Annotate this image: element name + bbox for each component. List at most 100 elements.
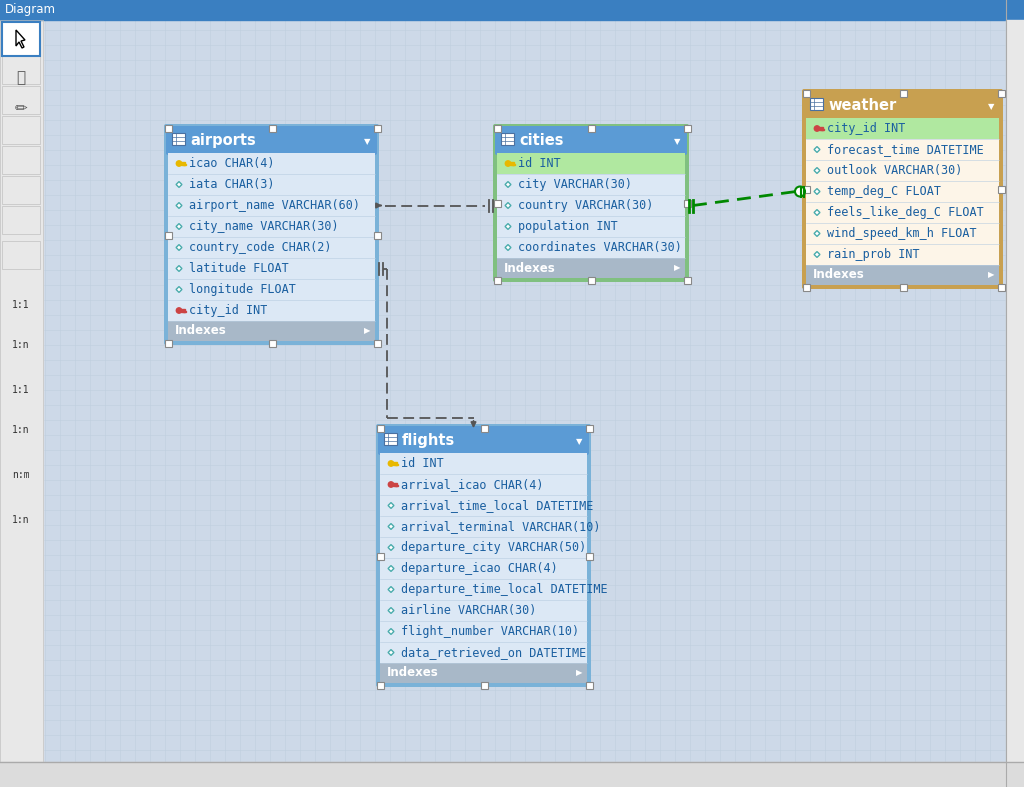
Bar [586, 552, 593, 560]
Polygon shape [814, 168, 820, 173]
Bar [588, 125, 595, 132]
Polygon shape [814, 189, 820, 194]
Bar [380, 453, 587, 474]
Bar [395, 485, 396, 486]
Bar [168, 216, 375, 237]
Text: forecast_time DATETIME: forecast_time DATETIME [827, 143, 984, 156]
Text: city_id INT: city_id INT [189, 304, 267, 317]
Bar [168, 195, 375, 216]
Bar [0, 762, 1024, 787]
Bar [172, 133, 185, 145]
Bar [374, 340, 381, 347]
Bar [0, 20, 43, 767]
Polygon shape [16, 30, 25, 48]
Text: arrival_time_local DATETIME: arrival_time_local DATETIME [401, 499, 593, 512]
Bar [819, 127, 823, 130]
Text: Indexes: Indexes [813, 268, 864, 282]
Text: city_id INT: city_id INT [827, 122, 905, 135]
Bar [168, 174, 375, 195]
Bar [380, 495, 587, 516]
Bar [183, 311, 184, 312]
Bar [998, 186, 1005, 193]
Polygon shape [388, 545, 394, 550]
Bar [497, 258, 685, 278]
Bar [2, 146, 40, 174]
Polygon shape [814, 231, 820, 236]
Text: temp_deg_C FLOAT: temp_deg_C FLOAT [827, 185, 941, 198]
Bar [480, 425, 487, 432]
Text: population INT: population INT [518, 220, 617, 233]
Text: ▼: ▼ [364, 137, 371, 146]
Polygon shape [505, 224, 511, 230]
Circle shape [505, 161, 511, 166]
Bar [822, 128, 823, 130]
Bar [806, 265, 999, 285]
Bar [806, 202, 999, 223]
Text: weather: weather [828, 98, 896, 113]
Bar [168, 237, 375, 258]
Bar [377, 682, 384, 689]
Bar [380, 474, 587, 495]
Bar [480, 682, 487, 689]
Polygon shape [388, 586, 394, 593]
Bar [2, 56, 40, 84]
Bar [899, 284, 906, 291]
Circle shape [176, 161, 181, 166]
Bar [684, 277, 691, 284]
Polygon shape [388, 566, 394, 571]
Bar [510, 162, 514, 164]
Bar [165, 125, 172, 132]
Polygon shape [388, 608, 394, 613]
Bar [497, 237, 685, 258]
Bar [494, 125, 501, 132]
Bar [998, 284, 1005, 291]
Bar [384, 433, 397, 445]
Bar [393, 463, 397, 464]
Bar [2, 116, 40, 144]
Bar [899, 90, 906, 97]
Bar [2, 86, 40, 114]
Text: data_retrieved_on DATETIME: data_retrieved_on DATETIME [401, 646, 587, 659]
Bar [0, 20, 43, 767]
Circle shape [388, 482, 393, 487]
Polygon shape [388, 629, 394, 634]
Text: ✋: ✋ [16, 71, 26, 86]
Polygon shape [176, 245, 182, 250]
Polygon shape [505, 202, 511, 209]
Circle shape [176, 308, 181, 313]
Bar [2, 206, 40, 234]
Bar [810, 98, 823, 110]
Bar [586, 682, 593, 689]
Text: longitude FLOAT: longitude FLOAT [189, 283, 296, 296]
Text: departure_city VARCHAR(50): departure_city VARCHAR(50) [401, 541, 587, 554]
Bar [380, 600, 587, 621]
Text: outlook VARCHAR(30): outlook VARCHAR(30) [827, 164, 963, 177]
Text: flight_number VARCHAR(10): flight_number VARCHAR(10) [401, 625, 580, 638]
Text: feels_like_deg_C FLOAT: feels_like_deg_C FLOAT [827, 206, 984, 219]
Text: ▶: ▶ [674, 264, 680, 272]
Text: 1:n: 1:n [12, 425, 30, 435]
Bar [380, 579, 587, 600]
Text: ▶: ▶ [575, 668, 583, 678]
Polygon shape [176, 224, 182, 230]
Bar [377, 425, 384, 432]
Bar [821, 128, 822, 130]
Bar [501, 133, 514, 145]
Bar [497, 195, 685, 216]
Bar [806, 244, 999, 265]
Bar [803, 186, 810, 193]
Text: airport_name VARCHAR(60): airport_name VARCHAR(60) [189, 199, 360, 212]
Text: latitude FLOAT: latitude FLOAT [189, 262, 289, 275]
Bar [806, 223, 999, 244]
Bar [380, 621, 587, 642]
Bar [684, 200, 691, 207]
Bar [168, 300, 375, 321]
Text: arrival_terminal VARCHAR(10): arrival_terminal VARCHAR(10) [401, 520, 600, 533]
Bar [684, 125, 691, 132]
Bar [0, 0, 1024, 20]
Polygon shape [176, 202, 182, 209]
Bar [494, 277, 501, 284]
Bar [268, 125, 275, 132]
Polygon shape [388, 649, 394, 656]
FancyBboxPatch shape [376, 424, 591, 687]
